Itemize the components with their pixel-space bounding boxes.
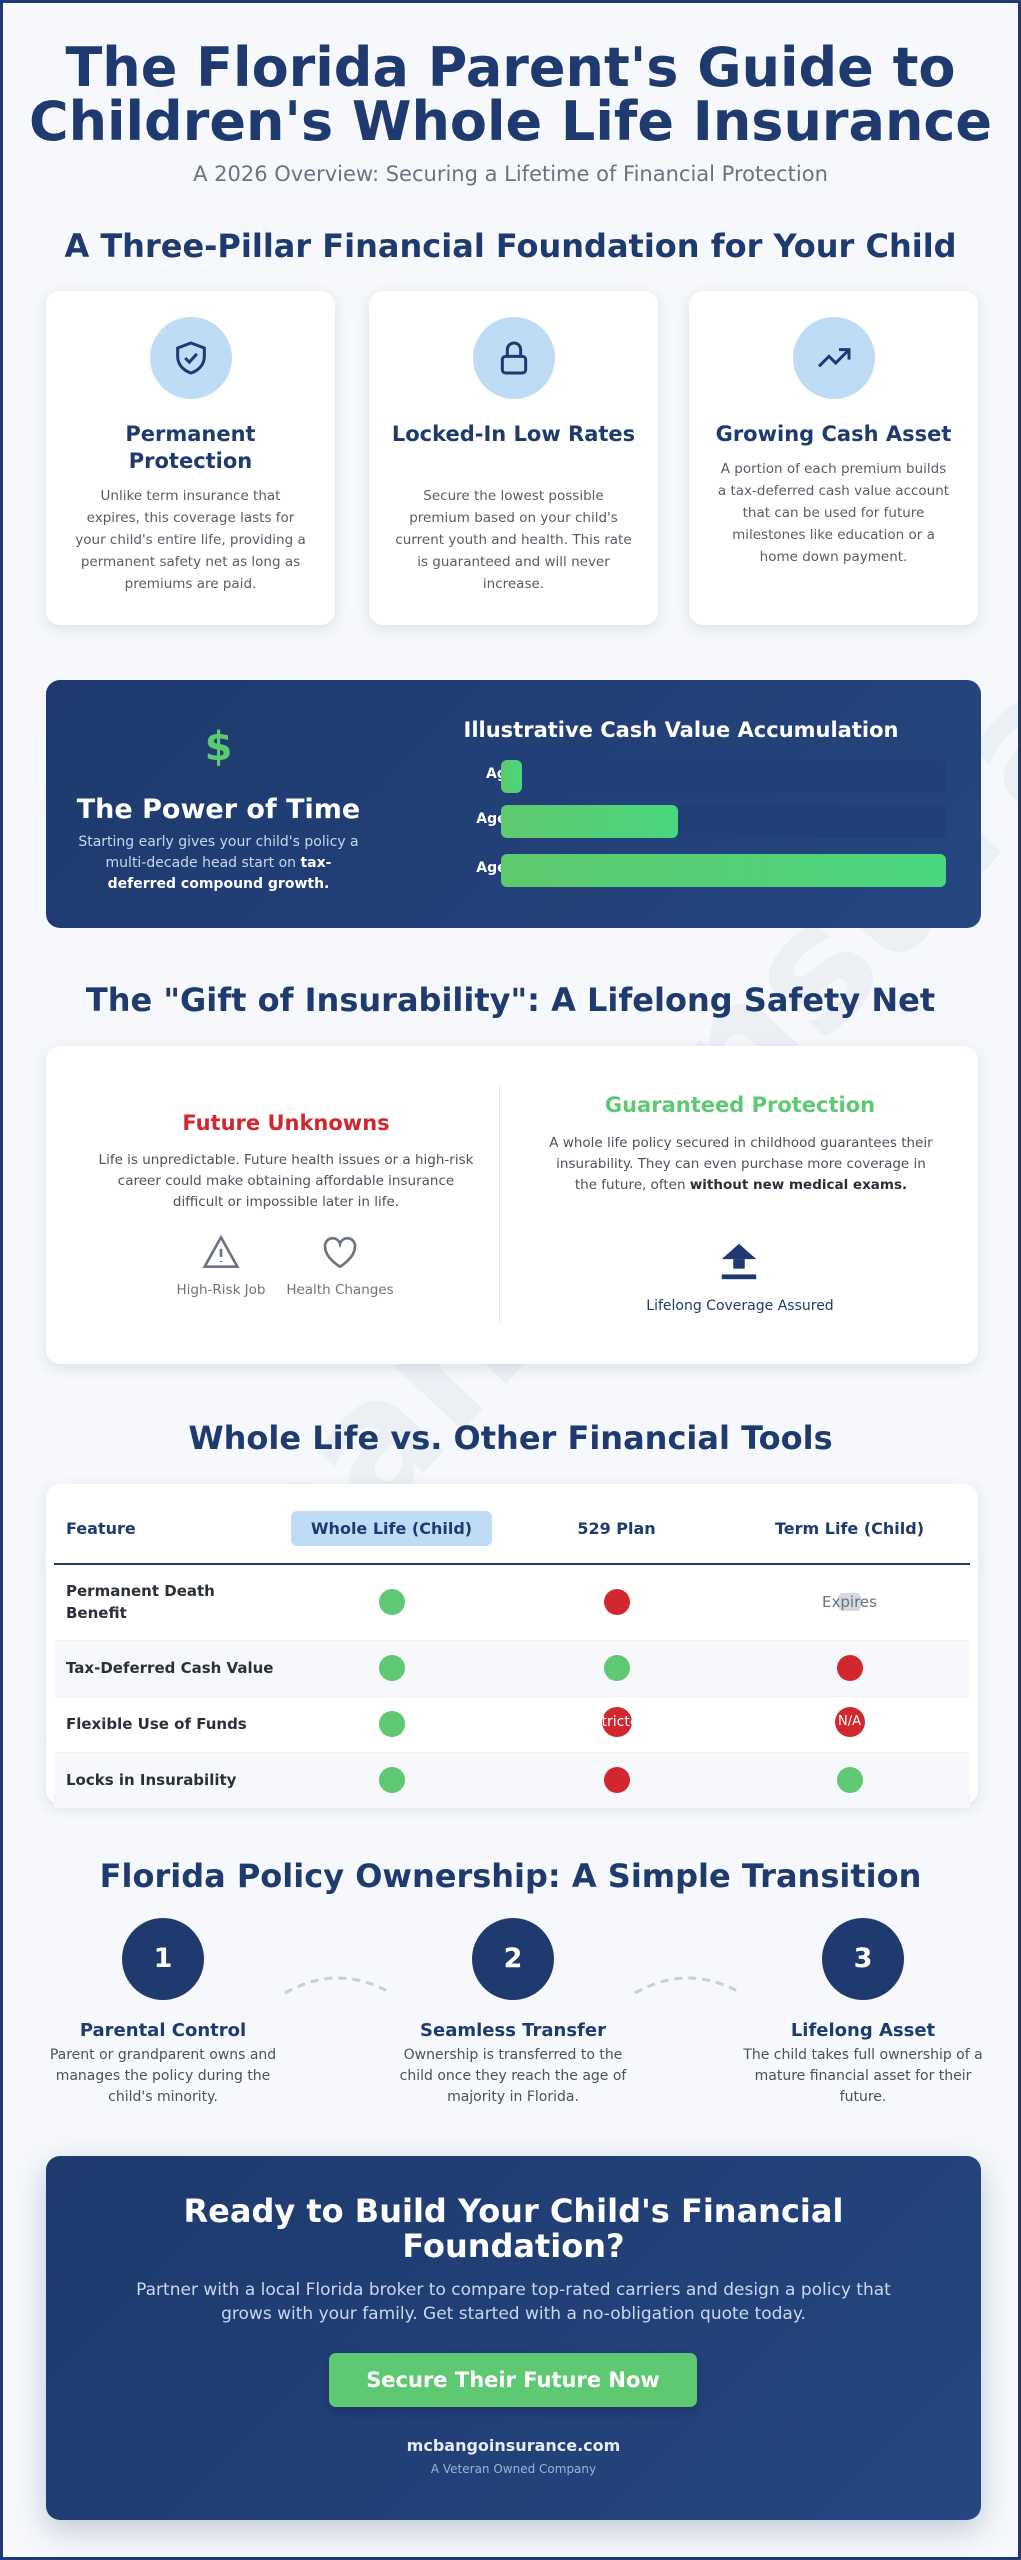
step-text: Ownership is transferred to the child on… — [399, 2047, 627, 2105]
cross-icon — [603, 1589, 630, 1616]
check-icon — [378, 1589, 405, 1616]
check-icon — [836, 1767, 863, 1794]
cta-panel: Ready to Build Your Child's Financial Fo… — [46, 2156, 981, 2520]
coverage-label: Lifelong Coverage Assured — [646, 1298, 834, 1314]
status-badge: Restricted — [601, 1707, 632, 1737]
bar — [501, 805, 678, 838]
step-text: The child takes full ownership of a matu… — [743, 2047, 983, 2105]
step-number: 2 — [472, 1918, 554, 2000]
page-title: The Florida Parent's Guide to Children's… — [28, 36, 993, 153]
domain: mcbangoinsurance.com — [406, 2436, 621, 2455]
step: 3 Lifelong Asset The child takes full ow… — [743, 1918, 983, 2108]
connector — [634, 1976, 742, 1995]
section-heading: Florida Policy Ownership: A Simple Trans… — [99, 1857, 922, 1895]
text-bold: without new medical exams. — [689, 1177, 908, 1193]
pillar-title: Locked-In Low Rates — [391, 422, 636, 446]
warning-icon — [202, 1234, 240, 1269]
highlight-pill: Whole Life (Child) — [290, 1511, 493, 1546]
step-title: Seamless Transfer — [420, 2020, 606, 2041]
icon-label: Health Changes — [286, 1282, 394, 1298]
dollar-icon: $ — [204, 724, 233, 770]
column-header: Feature — [66, 1518, 136, 1538]
pillar-card: Growing Cash Asset A portion of each pre… — [689, 291, 978, 625]
status-text: Expires — [822, 1593, 877, 1612]
bar — [501, 760, 522, 793]
feature: Locks in Insurability — [66, 1771, 237, 1790]
pillar-card: Locked-In Low Rates Secure the lowest po… — [369, 291, 658, 625]
tagline: A Veteran Owned Company — [430, 2462, 597, 2476]
subtitle: A 2026 Overview: Securing a Lifetime of … — [193, 162, 828, 186]
divider — [499, 1086, 500, 1324]
section-heading: A Three-Pillar Financial Foundation for … — [64, 227, 957, 265]
power-title: The Power of Time — [76, 794, 361, 825]
heart-icon — [323, 1236, 357, 1269]
left-title: Future Unknowns — [182, 1111, 390, 1135]
step: 1 Parental Control Parent or grandparent… — [43, 1918, 283, 2108]
table: Feature Whole Life (Child) 529 Plan Term… — [54, 1494, 970, 1808]
feature: Permanent Death Benefit — [66, 1582, 215, 1623]
bar — [501, 854, 946, 887]
chart-title: Illustrative Cash Value Accumulation — [463, 718, 899, 742]
pillar-title: Growing Cash Asset — [715, 422, 952, 446]
check-icon — [378, 1655, 405, 1681]
step-number: 1 — [122, 1918, 204, 2000]
pillar-text: Secure the lowest possible premium based… — [395, 488, 632, 592]
icon — [793, 317, 875, 399]
bar-track — [501, 854, 946, 887]
left-text: Life is unpredictable. Future health iss… — [98, 1152, 474, 1210]
feature: Flexible Use of Funds — [66, 1715, 247, 1733]
step-number: 3 — [822, 1918, 904, 2000]
check-icon — [603, 1655, 630, 1681]
column-header: Term Life (Child) — [774, 1519, 924, 1538]
check-icon — [378, 1711, 405, 1737]
gift-card: Future Unknowns Life is unpredictable. F… — [46, 1046, 978, 1364]
right-text: A whole life policy secured in childhood… — [546, 1133, 936, 1196]
check-icon — [378, 1767, 405, 1794]
power-panel: $ The Power of Time Starting early gives… — [46, 680, 981, 928]
pillar-text: Unlike term insurance that expires, this… — [75, 488, 306, 592]
pillar-card: Permanent Protection Unlike term insuran… — [46, 291, 335, 625]
step: 2 Seamless Transfer Ownership is transfe… — [393, 1918, 633, 2108]
cta-text: Partner with a local Florida broker to c… — [136, 2280, 891, 2324]
comparison-table: Feature Whole Life (Child) 529 Plan Term… — [46, 1484, 978, 1808]
section-heading: Whole Life vs. Other Financial Tools — [188, 1419, 833, 1457]
right-title: Guaranteed Protection — [604, 1093, 876, 1117]
power-text: Starting early gives your child's policy… — [76, 832, 361, 895]
text: Starting early gives your child's policy… — [78, 834, 359, 871]
pillar-text: A portion of each premium builds a tax-d… — [717, 461, 950, 565]
cross-icon — [603, 1767, 630, 1794]
step-title: Parental Control — [79, 2020, 247, 2041]
icon — [473, 317, 555, 399]
column-header: 529 Plan — [577, 1519, 656, 1538]
text-bold: tax-deferred compound growth. — [107, 855, 332, 892]
connector — [284, 1976, 392, 1995]
icon-label: High-Risk Job — [176, 1282, 266, 1298]
status-badge: N/A — [834, 1707, 865, 1737]
cta-button[interactable]: Secure Their Future Now — [329, 2353, 697, 2407]
step-text: Parent or grandparent owns and manages t… — [49, 2047, 277, 2105]
bar-track — [501, 805, 946, 838]
feature: Tax-Deferred Cash Value — [66, 1659, 274, 1677]
cross-icon — [836, 1655, 863, 1681]
step-title: Lifelong Asset — [790, 2020, 936, 2041]
pillar-title: Permanent Protection — [125, 422, 256, 473]
column-header: Whole Life (Child) — [279, 1494, 504, 1564]
text: A whole life policy secured in childhood… — [549, 1135, 933, 1193]
section-heading: The "Gift of Insurability": A Lifelong S… — [85, 981, 936, 1019]
upload-icon — [721, 1243, 757, 1280]
icon — [150, 317, 232, 399]
cta-title: Ready to Build Your Child's Financial Fo… — [183, 2192, 844, 2265]
bar-track — [501, 760, 946, 793]
